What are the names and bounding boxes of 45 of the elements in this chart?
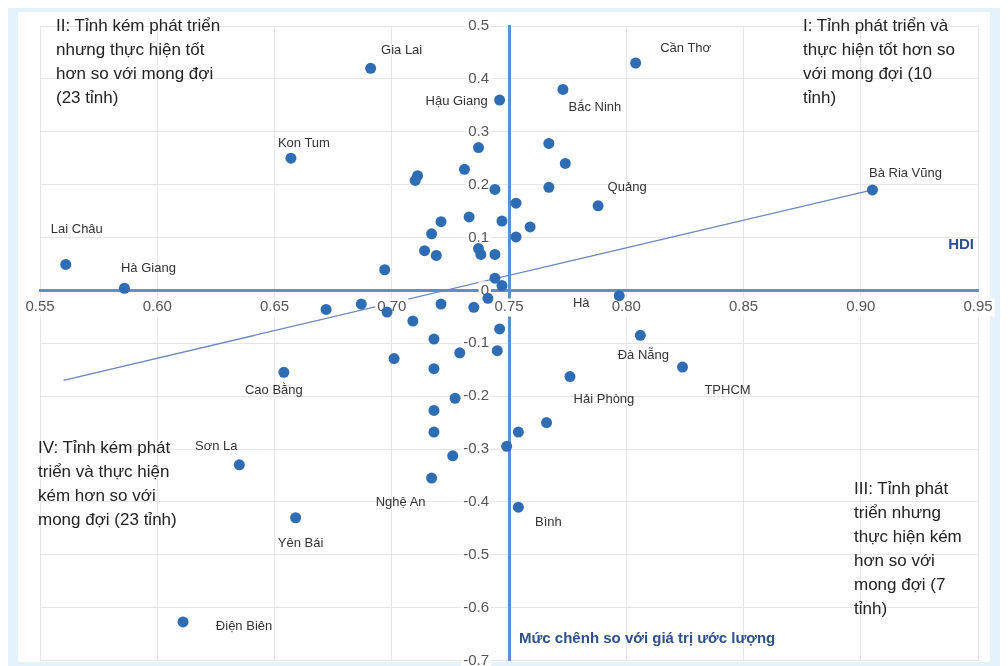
- annotation: Hậu Giang: [425, 92, 488, 108]
- annotation: I: Tỉnh phát triển và thực hiện tốt hơn so với mong đợi (10 tỉnh): [803, 16, 956, 108]
- annotation: Điện Biên: [215, 618, 273, 634]
- annotation: Bình: [535, 513, 562, 529]
- annotation: Lai Châu: [50, 221, 103, 237]
- y-tick-label: -0.3: [463, 439, 489, 457]
- annotation: Cao Bằng: [244, 381, 303, 397]
- annotation: Bà Ria Vũng: [868, 165, 942, 181]
- annotation: Quảng: [607, 179, 647, 195]
- y-axis-title: Mức chênh so với giá trị ước lượng: [519, 628, 776, 646]
- annotation: Hà Giang: [120, 259, 176, 275]
- y-tick-label: 0.4: [468, 69, 489, 87]
- y-tick-label: 0.1: [468, 227, 489, 245]
- y-tick-label: 0.5: [468, 16, 489, 34]
- annotation: Nghệ An: [375, 493, 426, 509]
- x-tick-label: 0.75: [494, 297, 524, 315]
- x-tick-label: 0.55: [25, 297, 55, 315]
- annotation: Yên Bái: [277, 535, 324, 551]
- y-tick-label: -0.7: [463, 650, 489, 666]
- annotation: Hải Phòng: [573, 391, 635, 407]
- x-tick-label: 0.65: [259, 297, 290, 315]
- y-tick-label: -0.5: [463, 544, 489, 562]
- y-tick-label: -0.4: [463, 492, 489, 510]
- annotation: III: Tỉnh phát triển nhưng thực hiện kém hơn so với mong đợi (7 tỉnh): [854, 479, 962, 619]
- annotation: Gia Lai: [381, 41, 423, 57]
- y-tick-label: -0.1: [463, 333, 489, 351]
- annotation: Hà: [572, 295, 591, 311]
- x-tick-label: 0.90: [846, 297, 876, 315]
- x-tick-label: 0.60: [142, 297, 172, 315]
- annotation: Sơn La: [195, 438, 239, 454]
- annotation: IV: Tỉnh kém phát triển và thực hiện kém hơn so với mong đợi (23 tỉnh): [38, 438, 177, 530]
- annotation: Cần Thơ: [660, 39, 712, 55]
- annotation: Bắc Ninh: [568, 99, 622, 115]
- y-tick-label: -0.6: [463, 597, 489, 615]
- x-tick-label: 0.95: [963, 297, 993, 315]
- y-tick-label: 0.2: [468, 174, 489, 192]
- annotation: II: Tỉnh kém phát triển nhưng thực hiện tốt hơn so với mong đợi (23 tỉnh): [56, 16, 221, 108]
- x-tick-label: 0.85: [728, 297, 759, 315]
- annotation: Đà Nẵng: [617, 346, 669, 362]
- x-tick-label: 0.80: [611, 297, 641, 315]
- annotation: TPHCM: [704, 381, 751, 397]
- y-tick-label: 0.3: [468, 121, 489, 139]
- x-axis-title: HDI: [948, 235, 974, 253]
- annotation: Kon Tum: [277, 134, 330, 150]
- y-tick-label: -0.2: [463, 386, 489, 404]
